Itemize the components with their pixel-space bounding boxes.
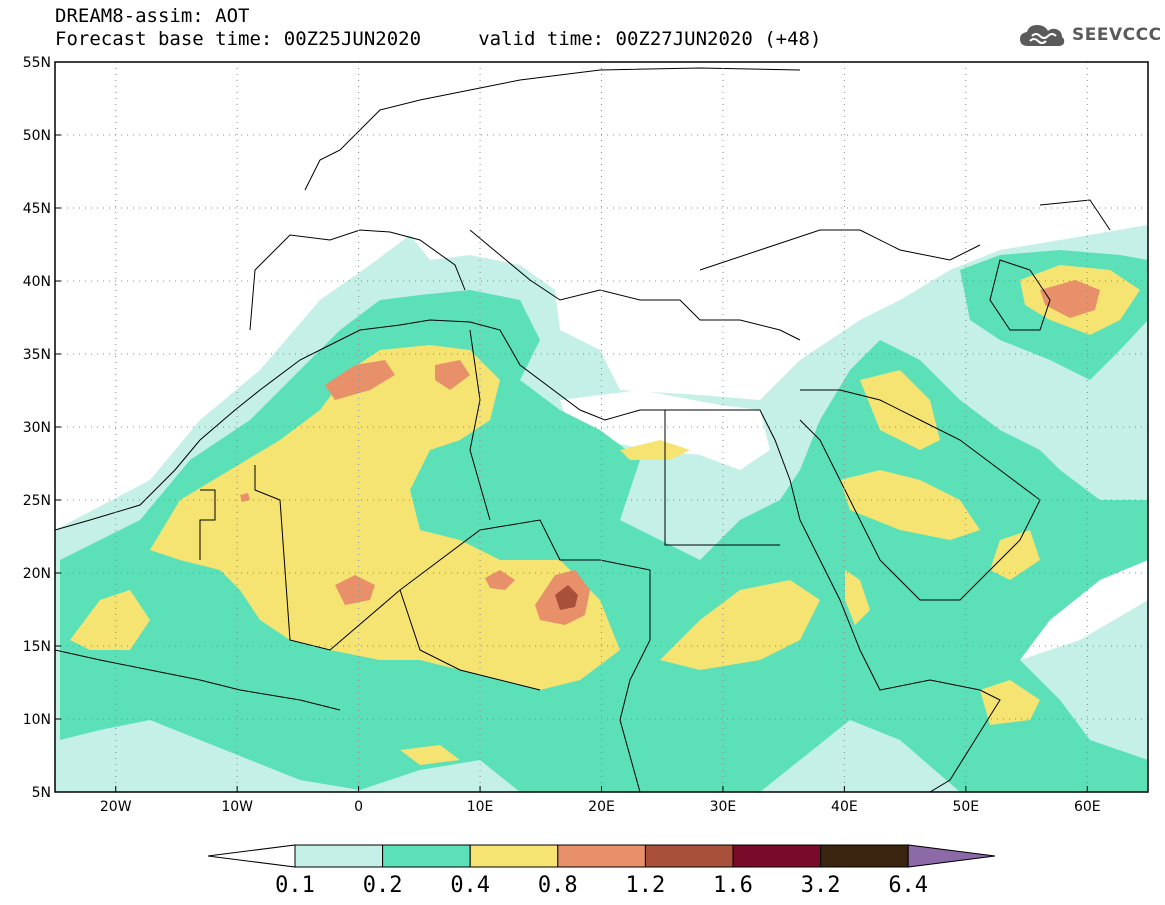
forecast-times: Forecast base time: 00Z25JUN2020 valid t… [55,28,822,50]
lat-tick-label: 20N [23,566,51,582]
lon-tick-label: 10W [221,799,253,815]
colorbar-label: 0.4 [450,873,491,898]
logo-text: SEEVCCC [1072,25,1162,45]
aot-field [55,225,1148,792]
lon-tick-label: 60E [1074,799,1101,815]
colorbar-swatch [820,844,909,868]
seevccc-logo: SEEVCCC [1018,22,1162,48]
colorbar-label: 6.4 [888,873,929,898]
lat-tick-label: 35N [23,347,51,363]
lon-tick-label: 50E [952,799,979,815]
colorbar-label: 1.2 [625,873,666,898]
colorbar-lower-extend [207,844,296,868]
map-title: DREAM8-assim: AOT [55,5,250,27]
colorbar-swatch [732,844,822,868]
colorbar-swatch [382,844,471,868]
colorbar-upper-extend [907,844,996,868]
lat-tick-label: 30N [23,420,51,436]
aot-band-0.8 [325,360,395,400]
lat-tick-label: 10N [23,712,51,728]
colorbar-label: 0.2 [362,873,403,898]
aot-band-1.2 [555,585,578,610]
lon-tick-label: 10E [467,799,494,815]
colorbar-label: 1.6 [713,873,753,898]
lat-tick-label: 25N [23,493,51,509]
graticule [55,62,1148,792]
lon-tick-label: 40E [831,799,858,815]
lon-tick-label: 20W [100,799,132,815]
lon-tick-label: 0 [354,799,363,815]
colorbar-swatch [644,844,734,868]
aot-band-0.4 [150,345,620,690]
colorbar [207,844,996,868]
colorbar-label: 0.8 [537,873,578,898]
lat-tick-label: 15N [23,639,51,655]
colorbar-label: 3.2 [800,873,841,898]
lon-tick-label: 20E [588,799,615,815]
coastlines [55,67,1111,792]
lon-tick-label: 30E [710,799,737,815]
colorbar-swatch [557,844,646,868]
lat-tick-label: 50N [23,128,51,144]
lat-tick-label: 55N [23,55,51,71]
lat-tick-label: 5N [32,785,51,801]
lat-tick-label: 40N [23,274,51,290]
colorbar-swatch [469,844,559,868]
colorbar-label: 0.1 [275,873,315,898]
cloud-icon [1020,25,1065,46]
lat-tick-label: 45N [23,201,51,217]
colorbar-swatch [294,844,384,868]
